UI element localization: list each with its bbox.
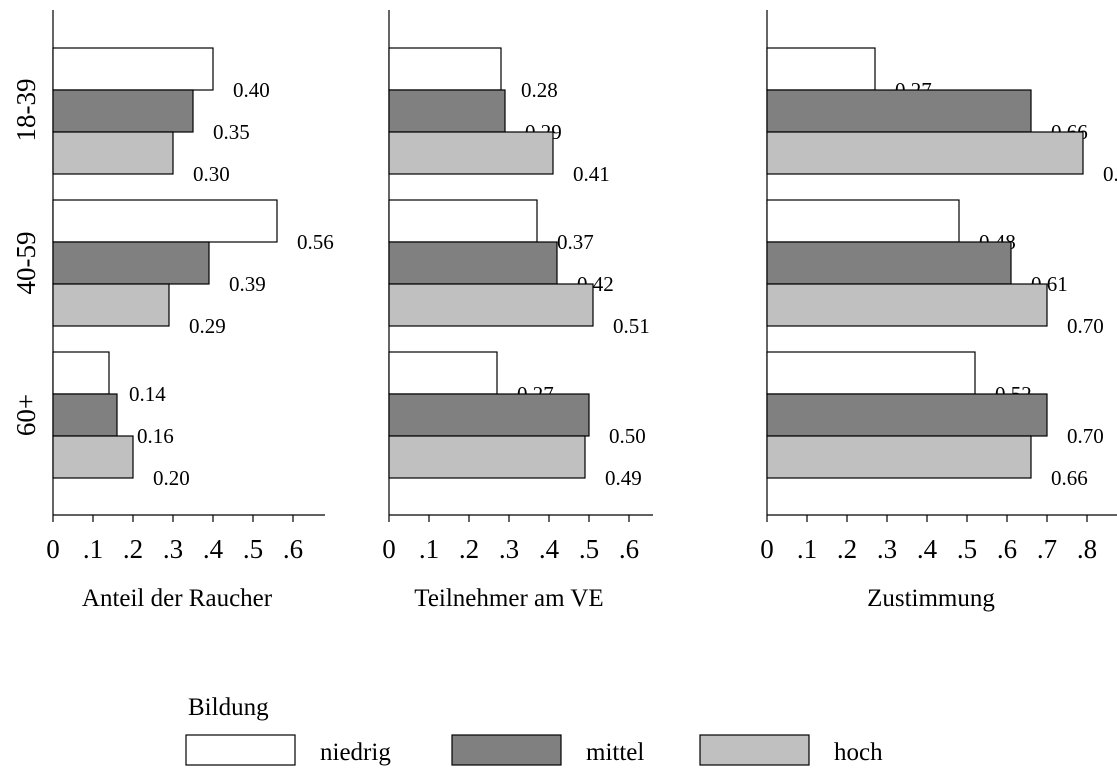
bar-value-label: 0.41 — [573, 162, 610, 186]
x-tick-label: .2 — [837, 534, 857, 564]
bar-mittel — [52, 241, 210, 285]
bar-hoch — [52, 435, 134, 479]
bar-value-label: 0.79 — [1103, 162, 1117, 186]
x-tick-label: .3 — [163, 534, 183, 564]
bar-mittel — [388, 393, 590, 437]
legend-swatch-hoch — [699, 734, 810, 766]
bar-niedrig — [388, 199, 538, 243]
x-tick-label: .7 — [1037, 534, 1057, 564]
x-tick-label: .4 — [539, 534, 560, 564]
panel-1: 0 .1 .2 .3 .4 .5 .6 Anteil der Raucher 18-39 40-5… — [11, 10, 334, 612]
x-tick-label: .4 — [203, 534, 224, 564]
bar-value-label: 0.50 — [609, 424, 646, 448]
x-tick-label: .8 — [1077, 534, 1097, 564]
bar-mittel — [766, 89, 1032, 133]
x-tick-label: .2 — [459, 534, 479, 564]
bar-niedrig — [388, 47, 502, 91]
x-tick-label: .1 — [83, 534, 103, 564]
x-tick-label: .6 — [283, 534, 303, 564]
x-tick-label: .4 — [917, 534, 938, 564]
bar-value-label: 0.28 — [521, 78, 558, 102]
bar-value-label: 0.14 — [129, 382, 166, 406]
bar-niedrig — [52, 47, 214, 91]
x-axis-title: Teilnehmer am VE — [414, 585, 603, 612]
x-tick-label: .3 — [877, 534, 897, 564]
bar-hoch — [766, 131, 1084, 175]
bar-value-label: 0.66 — [1051, 466, 1088, 490]
bar-niedrig — [766, 351, 976, 395]
bar-value-label: 0.51 — [613, 314, 650, 338]
legend-label: mittel — [586, 739, 644, 766]
bar-niedrig — [766, 199, 960, 243]
x-axis-title: Anteil der Raucher — [82, 585, 273, 612]
panel-3: 0.1.2.3.4.5.6.7.8Zustimmung0.270.660.790… — [760, 10, 1117, 612]
bar-niedrig — [766, 47, 876, 91]
bar-value-label: 0.56 — [297, 230, 334, 254]
bar-value-label: 0.37 — [557, 230, 594, 254]
legend-swatch-mittel — [451, 734, 562, 766]
bar-value-label: 0.40 — [233, 78, 270, 102]
bar-mittel — [388, 89, 506, 133]
legend-label: niedrig — [320, 739, 391, 766]
legend-items: niedrig mittel hoch — [185, 734, 883, 766]
bar-value-label: 0.30 — [193, 162, 230, 186]
bar-mittel — [388, 241, 558, 285]
legend-title: Bildung — [188, 694, 269, 721]
bar-niedrig — [52, 199, 278, 243]
bar-value-label: 0.35 — [213, 120, 250, 144]
category-label: 18-39 — [11, 79, 41, 142]
legend: Bildung niedrig mittel hoch — [185, 694, 883, 766]
bar-hoch — [388, 435, 586, 479]
x-tick-label: .2 — [123, 534, 143, 564]
bar-value-label: 0.29 — [189, 314, 226, 338]
x-tick-label: 0 — [382, 534, 396, 564]
bar-mittel — [52, 393, 118, 437]
x-tick-label: .5 — [243, 534, 263, 564]
bar-hoch — [766, 435, 1032, 479]
x-tick-label: .6 — [619, 534, 639, 564]
bar-hoch — [52, 131, 174, 175]
bar-mittel — [766, 241, 1012, 285]
x-axis-title: Zustimmung — [867, 585, 995, 612]
bar-value-label: 0.20 — [153, 466, 190, 490]
bar-hoch — [766, 283, 1048, 327]
bar-niedrig — [388, 351, 498, 395]
bar-mittel — [766, 393, 1048, 437]
category-label: 40-59 — [11, 232, 41, 295]
chart-panels: 0 .1 .2 .3 .4 .5 .6 Anteil der Raucher 18-39 40-5… — [11, 10, 1117, 612]
x-tick-label: .1 — [797, 534, 817, 564]
bar-hoch — [388, 131, 554, 175]
bar-value-label: 0.39 — [229, 272, 266, 296]
bar-value-label: 0.70 — [1067, 314, 1104, 338]
x-tick-label: .6 — [997, 534, 1017, 564]
x-tick-label: .1 — [419, 534, 439, 564]
bar-value-label: 0.70 — [1067, 424, 1104, 448]
x-tick-label: .5 — [957, 534, 977, 564]
category-label: 60+ — [11, 394, 41, 436]
x-tick-label: 0 — [760, 534, 774, 564]
bar-mittel — [52, 89, 194, 133]
bar-value-label: 0.49 — [605, 466, 642, 490]
bar-hoch — [52, 283, 170, 327]
bar-value-label: 0.16 — [137, 424, 174, 448]
x-tick-label: .5 — [579, 534, 599, 564]
legend-swatch-niedrig — [185, 734, 296, 766]
bar-hoch — [388, 283, 594, 327]
legend-label: hoch — [834, 739, 883, 766]
x-tick-label: 0 — [46, 534, 60, 564]
x-tick-label: .3 — [499, 534, 519, 564]
bar-niedrig — [52, 351, 110, 395]
